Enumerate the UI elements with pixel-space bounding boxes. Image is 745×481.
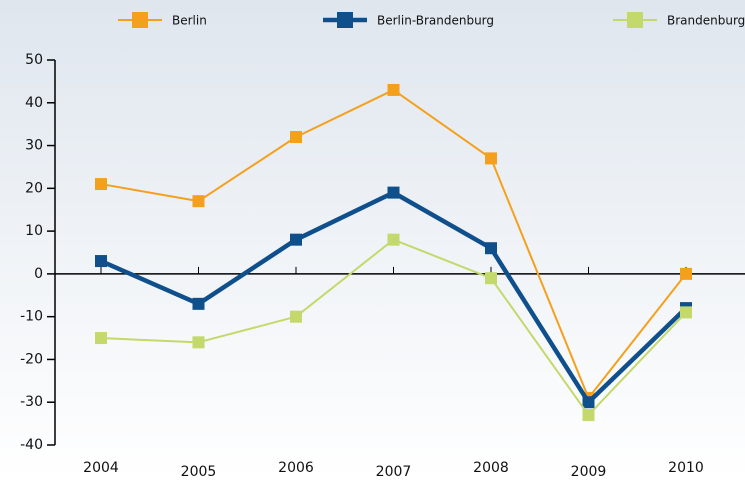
y-tick-label: 0 xyxy=(34,266,43,282)
y-tick-label: 50 xyxy=(25,52,43,68)
point-marker xyxy=(680,306,692,319)
x-tick-label: 2008 xyxy=(473,460,509,476)
y-tick-label: 30 xyxy=(25,138,43,154)
y-tick-label: 40 xyxy=(25,95,43,111)
x-tick-label: 2007 xyxy=(376,464,412,480)
point-marker xyxy=(192,195,205,208)
point-marker xyxy=(485,152,497,165)
y-tick-label: -30 xyxy=(20,394,43,410)
point-marker xyxy=(290,310,302,323)
point-marker xyxy=(387,233,400,246)
x-tick-label: 2005 xyxy=(181,464,217,480)
x-tick-label: 2009 xyxy=(571,464,607,480)
point-marker xyxy=(680,267,692,280)
x-tick-label: 2006 xyxy=(278,460,314,476)
y-tick-label: -10 xyxy=(20,309,43,325)
point-marker xyxy=(192,336,205,349)
legend-label: Berlin xyxy=(172,14,207,28)
point-marker xyxy=(387,83,400,96)
y-tick-label: -40 xyxy=(20,437,43,453)
point-marker xyxy=(290,131,302,143)
y-tick-label: 20 xyxy=(25,180,43,196)
point-marker xyxy=(485,272,497,285)
legend-marker xyxy=(337,12,353,28)
x-tick-label: 2010 xyxy=(668,460,704,476)
y-tick-label: 10 xyxy=(25,223,43,239)
legend-label: Berlin-Brandenburg xyxy=(377,14,494,28)
legend-marker xyxy=(132,12,148,28)
point-marker xyxy=(485,242,497,255)
legend-label: Brandenburg xyxy=(667,14,745,28)
x-tick-label: 2004 xyxy=(83,460,119,476)
point-marker xyxy=(192,297,205,310)
legend-marker xyxy=(627,12,643,28)
point-marker xyxy=(582,409,595,422)
point-marker xyxy=(582,396,595,409)
point-marker xyxy=(95,332,107,345)
point-marker xyxy=(95,178,107,191)
point-marker xyxy=(95,255,107,268)
y-tick-label: -20 xyxy=(20,351,43,367)
point-marker xyxy=(290,233,302,246)
point-marker xyxy=(387,186,400,199)
